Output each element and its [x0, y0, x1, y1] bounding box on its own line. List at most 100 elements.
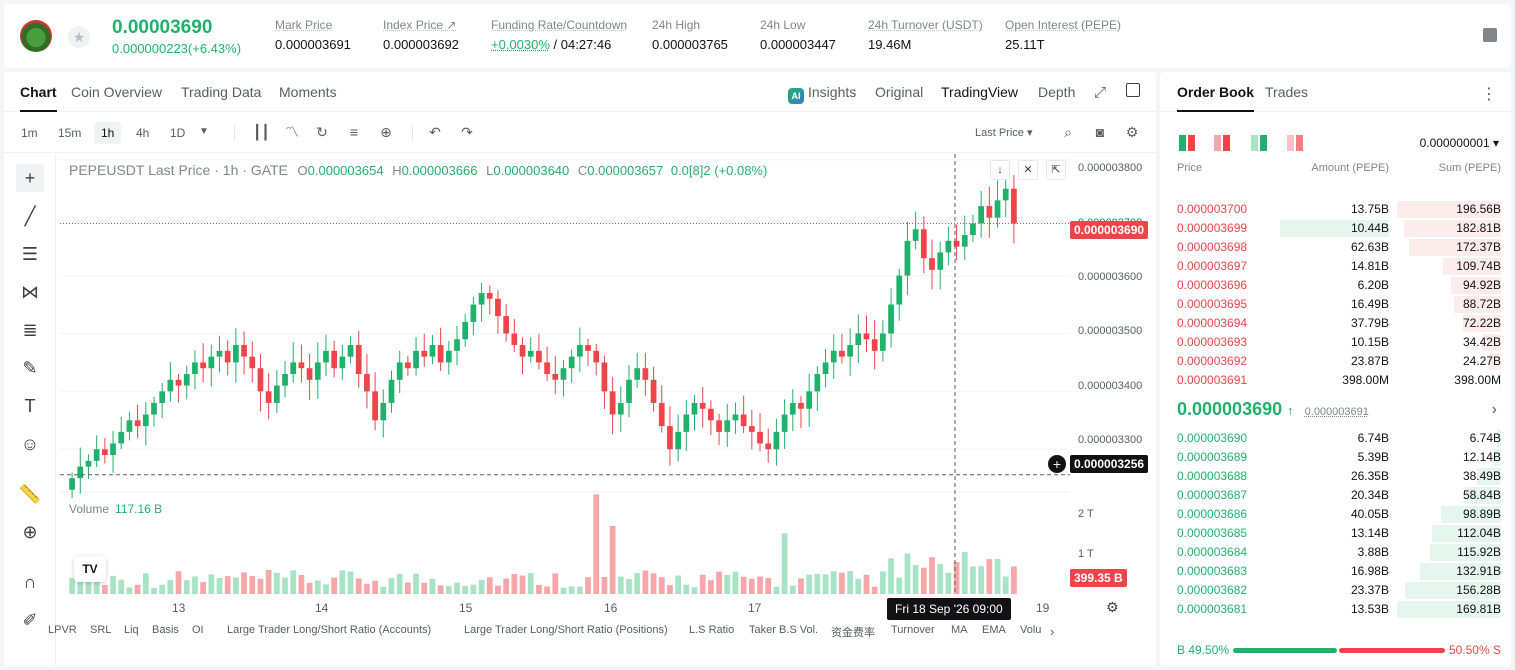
undo-icon[interactable]: ↶ — [429, 124, 441, 140]
indicator-liq[interactable]: Liq — [124, 624, 139, 636]
add-alert-icon[interactable]: + — [1048, 455, 1066, 473]
search-icon[interactable]: ⌕ — [1064, 124, 1072, 140]
emoji-icon[interactable]: ☺ — [20, 434, 40, 454]
tab-original[interactable]: Original — [875, 84, 924, 100]
more-options-icon[interactable]: ⋮ — [1481, 86, 1497, 103]
fib-icon[interactable]: ≣ — [22, 320, 38, 340]
favorite-star-icon[interactable]: ★ — [68, 26, 90, 48]
lock-drawing-icon[interactable]: ✐ — [22, 610, 38, 630]
bid-row[interactable]: 0.000003683 16.98B 132.91B — [1160, 562, 1511, 581]
tab-depth[interactable]: Depth — [1038, 84, 1076, 100]
chevron-right-icon[interactable]: › — [1491, 401, 1497, 418]
scroll-down-icon[interactable]: ↓ — [990, 160, 1010, 180]
bid-row[interactable]: 0.000003687 20.34B 58.84B — [1160, 486, 1511, 505]
settings-gear-icon[interactable]: ⚙ — [1125, 124, 1139, 140]
indicator-lpvr[interactable]: LPVR — [48, 624, 77, 636]
trendline-icon[interactable]: ╱ — [24, 206, 36, 226]
view-both-icon[interactable] — [1179, 135, 1195, 151]
tab-order-book[interactable]: Order Book — [1177, 84, 1255, 112]
precision-select[interactable]: 0.000000001 ▾ — [1419, 136, 1499, 150]
stat-24h-turnover[interactable]: 24h Turnover (USDT) 19.46M — [868, 18, 983, 52]
indicator-volume[interactable]: Volu — [1020, 624, 1042, 636]
ask-row[interactable]: 0.000003697 14.81B 109.74B — [1160, 257, 1511, 276]
brush-icon[interactable]: ✎ — [22, 358, 38, 378]
ask-row[interactable]: 0.000003700 13.75B 196.56B — [1160, 200, 1511, 219]
tab-trading-data[interactable]: Trading Data — [181, 84, 262, 100]
indicator-basis[interactable]: Basis — [152, 624, 179, 636]
templates-icon[interactable]: ≡ — [349, 124, 359, 140]
ask-row[interactable]: 0.000003699 10.44B 182.81B — [1160, 219, 1511, 238]
tab-trades[interactable]: Trades — [1265, 84, 1309, 100]
indicator-ma[interactable]: MA — [951, 624, 968, 636]
pattern-icon[interactable]: ⋈ — [21, 282, 39, 302]
ask-row[interactable]: 0.000003693 10.15B 34.42B — [1160, 333, 1511, 352]
indicator-funding-rate[interactable]: 资金费率 — [831, 627, 875, 639]
ask-row[interactable]: 0.000003695 16.49B 88.72B — [1160, 295, 1511, 314]
bid-row[interactable]: 0.000003681 13.53B 169.81B — [1160, 600, 1511, 619]
indicator-taker-vol[interactable]: Taker B.S Vol. — [749, 624, 819, 636]
candle-type-icon[interactable]: ┃┃ — [253, 124, 270, 140]
tradingview-logo[interactable]: TV — [74, 556, 106, 582]
stat-mark-price[interactable]: Mark Price 0.000003691 — [275, 18, 351, 52]
text-tool-icon[interactable]: T — [24, 396, 36, 416]
maximize-icon[interactable]: ⇱ — [1046, 160, 1066, 180]
indicator-srl[interactable]: SRL — [90, 624, 112, 636]
indicator-ls-positions[interactable]: Large Trader Long/Short Ratio (Positions… — [464, 624, 668, 636]
tab-coin-overview[interactable]: Coin Overview — [71, 84, 163, 100]
timeframe-15m[interactable]: 15m — [58, 126, 82, 140]
horizontal-lines-icon[interactable]: ☰ — [21, 244, 39, 264]
camera-icon[interactable]: ◙ — [1095, 124, 1105, 140]
price-axis[interactable]: 0.000003800 0.000003700 0.000003600 0.00… — [1070, 154, 1156, 666]
ask-row[interactable]: 0.000003698 62.63B 172.37B — [1160, 238, 1511, 257]
indicator-ls-ratio[interactable]: L.S Ratio — [689, 624, 735, 636]
ask-row[interactable]: 0.000003692 23.87B 24.27B — [1160, 352, 1511, 371]
timeframe-1h[interactable]: 1h — [94, 122, 122, 144]
window-icon[interactable] — [1126, 83, 1140, 97]
ask-row[interactable]: 0.000003696 6.20B 94.92B — [1160, 276, 1511, 295]
indicator-ema[interactable]: EMA — [982, 624, 1006, 636]
guide-book-icon[interactable] — [1483, 28, 1497, 42]
candlestick-chart[interactable]: PEPEUSDT Last Price · 1h · GATE O0.00000… — [60, 154, 1070, 666]
indicator-turnover[interactable]: Turnover — [891, 624, 935, 636]
tab-chart[interactable]: Chart — [20, 84, 57, 112]
timeframe-4h[interactable]: 4h — [136, 126, 150, 140]
redo-icon[interactable]: ↷ — [461, 124, 473, 140]
view-bids-icon[interactable] — [1251, 135, 1267, 151]
add-indicator-icon[interactable]: ⊕ — [380, 124, 392, 140]
view-large-icon[interactable] — [1287, 135, 1303, 151]
magnet-icon[interactable]: ∩ — [23, 572, 37, 592]
bid-row[interactable]: 0.000003689 5.39B 12.14B — [1160, 448, 1511, 467]
fullscreen-icon[interactable]: ⤢ — [1094, 84, 1107, 101]
scroll-right-icon[interactable]: › — [1050, 624, 1055, 639]
ask-row[interactable]: 0.000003694 37.79B 72.22B — [1160, 314, 1511, 333]
replay-icon[interactable]: ↻ — [316, 124, 328, 140]
ruler-icon[interactable]: 📏 — [18, 484, 42, 504]
bid-row[interactable]: 0.000003688 26.35B 38.49B — [1160, 467, 1511, 486]
bid-row[interactable]: 0.000003685 13.14B 112.04B — [1160, 524, 1511, 543]
tab-moments[interactable]: Moments — [279, 84, 337, 100]
stat-open-interest[interactable]: Open Interest (PEPE) 25.11T — [1005, 18, 1121, 52]
indicator-oi[interactable]: OI — [192, 624, 204, 636]
bid-row[interactable]: 0.000003684 3.88B 115.92B — [1160, 543, 1511, 562]
indicator-ls-accounts[interactable]: Large Trader Long/Short Ratio (Accounts) — [227, 624, 432, 636]
ask-row[interactable]: 0.000003691 398.00M 398.00M — [1160, 371, 1511, 390]
timeframe-1d[interactable]: 1D — [170, 126, 186, 140]
indicators-icon[interactable]: 〽 — [285, 124, 299, 140]
bid-row[interactable]: 0.000003686 40.05B 98.89B — [1160, 505, 1511, 524]
tab-tradingview[interactable]: TradingView — [941, 84, 1019, 100]
chart-canvas[interactable] — [60, 154, 1070, 594]
zoom-in-icon[interactable]: ⊕ — [22, 522, 38, 542]
orderbook-mid-price[interactable]: 0.000003690 ↑ 0.000003691 — [1177, 399, 1369, 420]
price-type-select[interactable]: Last Price ▾ — [975, 127, 1033, 139]
stat-index-price[interactable]: Index Price ↗ 0.000003692 — [383, 18, 459, 52]
crosshair-icon[interactable]: + — [16, 164, 44, 192]
collapse-icon[interactable]: ✕ — [1018, 160, 1038, 180]
tab-insights[interactable]: AI Insights — [788, 84, 856, 104]
view-asks-icon[interactable] — [1214, 135, 1230, 151]
stat-funding-rate[interactable]: Funding Rate/Countdown +0.0030% / 04:27:… — [491, 18, 627, 52]
bid-row[interactable]: 0.000003682 23.37B 156.28B — [1160, 581, 1511, 600]
chart-settings-icon[interactable]: ⚙ — [1106, 599, 1119, 615]
timeframe-1m[interactable]: 1m — [21, 126, 38, 140]
timeframe-dropdown-icon[interactable]: ▼ — [199, 126, 209, 137]
bid-row[interactable]: 0.000003690 6.74B 6.74B — [1160, 429, 1511, 448]
